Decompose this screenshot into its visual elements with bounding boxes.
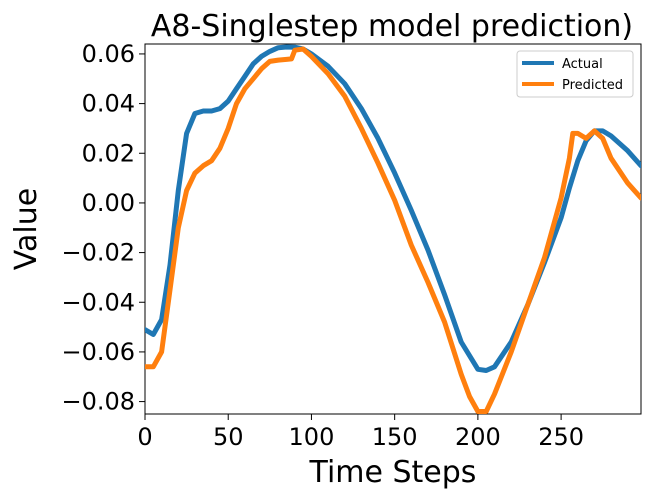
y-tick-label: −0.06 bbox=[61, 338, 135, 366]
y-tick-label: 0.02 bbox=[82, 139, 135, 167]
y-tick-label: −0.08 bbox=[61, 388, 135, 416]
x-tick-label: 0 bbox=[137, 423, 152, 451]
y-axis: −0.08 −0.06 −0.04 −0.02 0.00 0.02 0.04 0.06 bbox=[61, 40, 145, 416]
plot-area bbox=[144, 43, 642, 415]
y-tick-label: −0.02 bbox=[61, 239, 135, 267]
x-tick-label: 50 bbox=[213, 423, 244, 451]
y-tick-label: 0.00 bbox=[82, 189, 135, 217]
x-tick-label: 150 bbox=[372, 423, 418, 451]
x-tick-label: 250 bbox=[538, 423, 584, 451]
legend-label-predicted: Predicted bbox=[562, 78, 623, 93]
chart-title: A8-Singlestep model prediction) bbox=[151, 9, 633, 44]
y-tick-label: 0.04 bbox=[82, 90, 135, 118]
series-layer bbox=[145, 44, 641, 414]
x-axis-label: Time Steps bbox=[309, 455, 477, 490]
x-axis: 0 50 100 150 200 250 bbox=[137, 414, 584, 451]
y-tick-label: −0.04 bbox=[61, 288, 135, 316]
legend: Actual Predicted bbox=[516, 50, 634, 98]
y-axis-label: Value bbox=[9, 188, 44, 270]
series-line-actual bbox=[145, 44, 641, 373]
series-line-predicted bbox=[145, 46, 641, 414]
y-tick-label: 0.06 bbox=[82, 40, 135, 68]
legend-label-actual: Actual bbox=[562, 57, 603, 72]
x-tick-label: 200 bbox=[455, 423, 501, 451]
x-tick-label: 100 bbox=[289, 423, 335, 451]
